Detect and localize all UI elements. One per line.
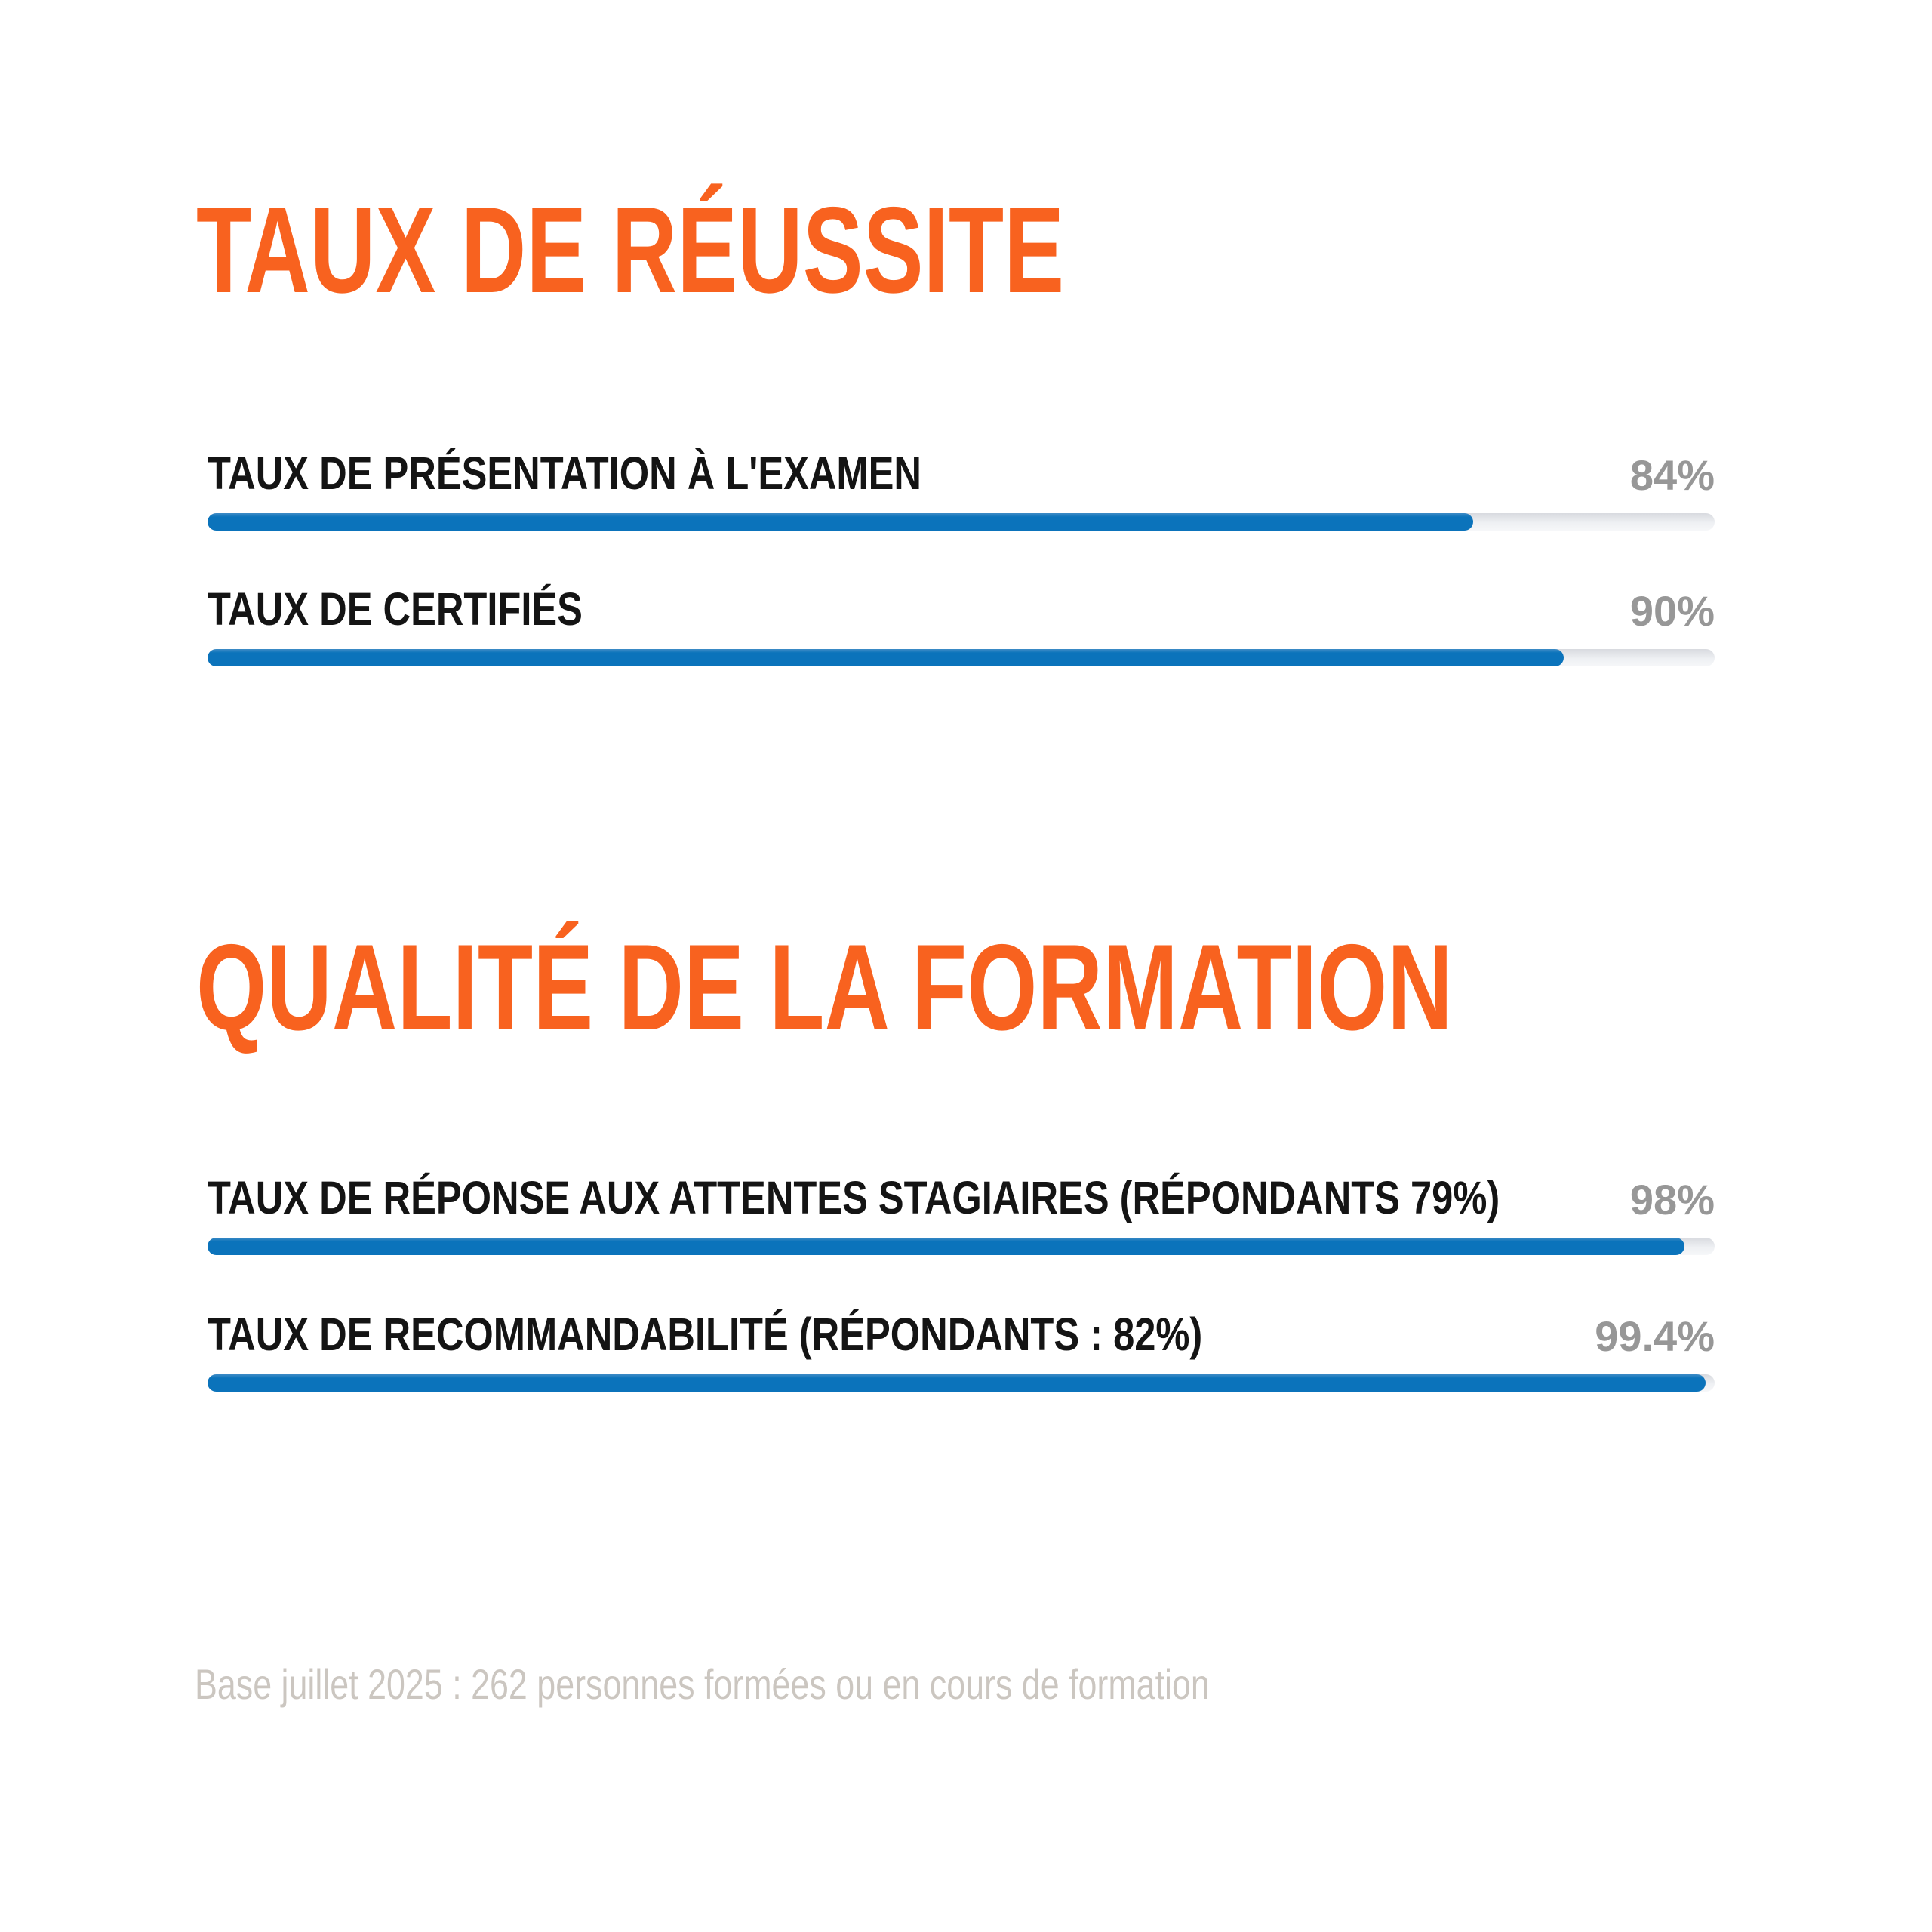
stat-row-certifies: TAUX DE CERTIFIÉS 90% [208, 586, 1715, 666]
base-note: Base juillet 2025 : 262 personnes formée… [195, 1660, 1210, 1708]
stat-value: 90% [1629, 587, 1715, 635]
stat-value: 99.4% [1595, 1312, 1715, 1360]
stat-row-presentation-examen: TAUX DE PRÉSENTATION À L'EXAMEN 84% [208, 450, 1715, 531]
stat-label: TAUX DE CERTIFIÉS [208, 583, 583, 635]
stat-row-head: TAUX DE RECOMMANDABILITÉ (RÉPONDANTS : 8… [208, 1309, 1715, 1360]
stat-row-reponse-attentes: TAUX DE RÉPONSE AUX ATTENTES STAGIAIRES … [208, 1174, 1715, 1255]
stat-label: TAUX DE PRÉSENTATION À L'EXAMEN [208, 448, 921, 499]
stat-row-head: TAUX DE CERTIFIÉS 90% [208, 583, 1715, 635]
stat-value: 98% [1629, 1176, 1715, 1223]
stat-row-recommandabilite: TAUX DE RECOMMANDABILITÉ (RÉPONDANTS : 8… [208, 1311, 1715, 1392]
progress-track [208, 1238, 1715, 1255]
stat-value: 84% [1629, 451, 1715, 499]
progress-fill [208, 1238, 1685, 1255]
progress-fill [208, 513, 1474, 531]
progress-fill [208, 1374, 1706, 1392]
progress-track [208, 649, 1715, 666]
section-title-taux-de-reussite: TAUX DE RÉUSSITE [196, 182, 1065, 318]
progress-fill [208, 649, 1564, 666]
progress-track [208, 513, 1715, 531]
section-title-qualite-formation: QUALITÉ DE LA FORMATION [196, 919, 1453, 1056]
stat-label: TAUX DE RECOMMANDABILITÉ (RÉPONDANTS : 8… [208, 1309, 1203, 1360]
stat-label: TAUX DE RÉPONSE AUX ATTENTES STAGIAIRES … [208, 1172, 1500, 1223]
stat-row-head: TAUX DE RÉPONSE AUX ATTENTES STAGIAIRES … [208, 1172, 1715, 1223]
stat-row-head: TAUX DE PRÉSENTATION À L'EXAMEN 84% [208, 448, 1715, 499]
progress-track [208, 1374, 1715, 1392]
